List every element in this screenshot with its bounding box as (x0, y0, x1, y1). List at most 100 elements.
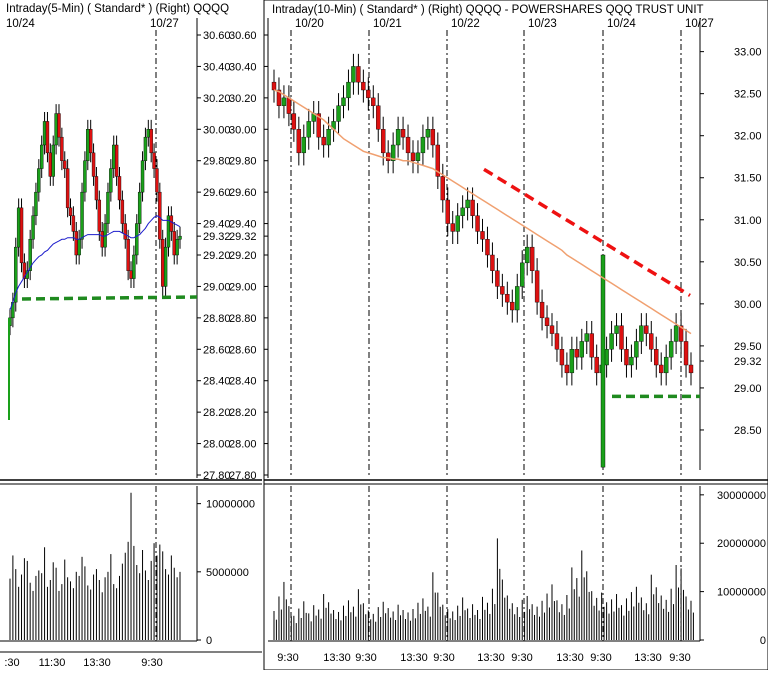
left-candle-body (63, 160, 67, 169)
right-candle-body (529, 246, 535, 271)
right-volume-tick-label: 0 (760, 635, 766, 647)
right-candle-body (455, 215, 460, 232)
right-candle-body (475, 215, 480, 232)
right-candle-body (668, 341, 674, 358)
right-volume-tick-label: 10000000 (717, 587, 766, 599)
left-volume-tick-label: 0 (206, 635, 212, 647)
right-left-price-tick-label: 29.60 (229, 187, 257, 199)
right-candle-body (381, 129, 386, 154)
right-candle-body (614, 325, 619, 334)
left-time-tick-label: 11:30 (39, 657, 66, 669)
right-volume-tick-label: 30000000 (717, 490, 766, 502)
left-candle-body (57, 113, 61, 138)
right-candle-body (629, 356, 634, 366)
right-candle-body (500, 286, 505, 295)
right-candle-body (460, 207, 465, 216)
left-candle-body (161, 239, 165, 287)
right-left-price-tick-label: 30.20 (229, 93, 257, 105)
right-panel-frame (263, 0, 768, 671)
left-candle-body (106, 191, 110, 224)
left-volume-tick-label: 5000000 (206, 567, 249, 579)
right-candle-body (624, 349, 629, 366)
left-candle-body (19, 207, 24, 264)
left-candle-body (137, 191, 142, 224)
right-candle-body (554, 333, 560, 350)
right-candle-body (559, 349, 565, 366)
chart-marks: 30.6030.4030.2030.0029.8029.6029.4029.32… (4, 18, 766, 669)
left-candle-body (65, 168, 70, 209)
left-price-tick-label: 28.60 (203, 344, 231, 356)
right-date-label: 10/20 (295, 18, 324, 30)
right-right-price-tick-label: 31.50 (734, 173, 762, 185)
right-candle-body (316, 113, 321, 138)
right-right-price-tick-label: 29.50 (734, 341, 762, 353)
left-price-tick-label: 29.80 (203, 156, 231, 168)
left-candle-body (152, 152, 156, 169)
right-candle-body (574, 349, 580, 358)
right-candle-body (395, 129, 401, 146)
right-candle-body (420, 136, 426, 154)
right-candle-body (589, 333, 594, 358)
right-candle-body (291, 113, 297, 130)
left-candle-body (71, 215, 76, 232)
right-candle-body (569, 349, 575, 374)
right-time-tick-label: 9:30 (277, 652, 298, 664)
right-candle-body (480, 231, 485, 240)
right-candle-body (430, 129, 436, 146)
right-candle-body (400, 129, 406, 138)
right-left-price-tick-label: 28.20 (229, 407, 257, 419)
left-candle-body (129, 270, 133, 279)
right-candle-body (619, 325, 624, 350)
left-candle-body (158, 191, 162, 240)
right-candle-body (688, 364, 694, 374)
right-panel: Intraday(10-Min) ( Standard* ) (Right) Q… (263, 0, 768, 671)
right-right-price-tick-label: 32.50 (734, 89, 762, 101)
right-candle-body (644, 325, 649, 334)
right-date-label: 10/22 (451, 18, 480, 30)
left-candle-body (48, 152, 53, 177)
left-candle-body (51, 144, 55, 177)
right-candle-body (385, 152, 391, 161)
right-volume-tick-label: 20000000 (717, 538, 766, 550)
left-candle-body (37, 168, 41, 193)
right-candle-body (584, 333, 589, 342)
right-right-price-tick-label: 32.00 (734, 131, 762, 143)
left-price-tick-label: 29.00 (203, 281, 231, 293)
right-candle-body (281, 97, 287, 106)
right-candle-body (534, 270, 540, 303)
left-moving-average (9, 215, 181, 311)
right-candle-body (470, 199, 475, 216)
right-time-tick-label: 9:30 (669, 652, 690, 664)
left-price-tick-label: 30.00 (203, 124, 231, 136)
right-candle-body (301, 136, 306, 154)
right-date-label: 10/27 (685, 18, 714, 30)
left-candle-body (100, 231, 104, 248)
left-candle-body (178, 235, 182, 240)
right-candle-body (376, 105, 381, 130)
left-time-tick-label: 13:30 (83, 657, 111, 669)
right-candle-body (549, 325, 555, 334)
right-time-tick-label: 13:30 (634, 652, 662, 664)
left-candle-body (169, 215, 174, 232)
left-candle-body (149, 129, 153, 154)
right-candle-body (659, 364, 664, 374)
left-price-tick-label: 30.40 (203, 61, 231, 73)
right-time-tick-label: 13:30 (556, 652, 584, 664)
left-candle-body (114, 144, 119, 177)
left-candle-body (74, 231, 78, 256)
left-price-tick-label: 28.00 (203, 439, 231, 451)
left-support-line (21, 295, 198, 301)
right-time-tick-label: 13:30 (323, 652, 351, 664)
right-candle-body (341, 97, 346, 106)
right-candle-body (336, 105, 341, 122)
left-candle-body (83, 160, 87, 193)
right-left-price-tick-label: 29.32 (229, 231, 257, 243)
right-time-tick-label: 9:30 (433, 652, 454, 664)
right-candle-body (683, 341, 689, 366)
left-price-tick-label: 28.80 (203, 313, 231, 325)
right-time-tick-label: 9:30 (511, 652, 532, 664)
left-candle-body (91, 152, 96, 177)
left-candle-body (45, 121, 50, 154)
left-candle-body (155, 168, 159, 193)
